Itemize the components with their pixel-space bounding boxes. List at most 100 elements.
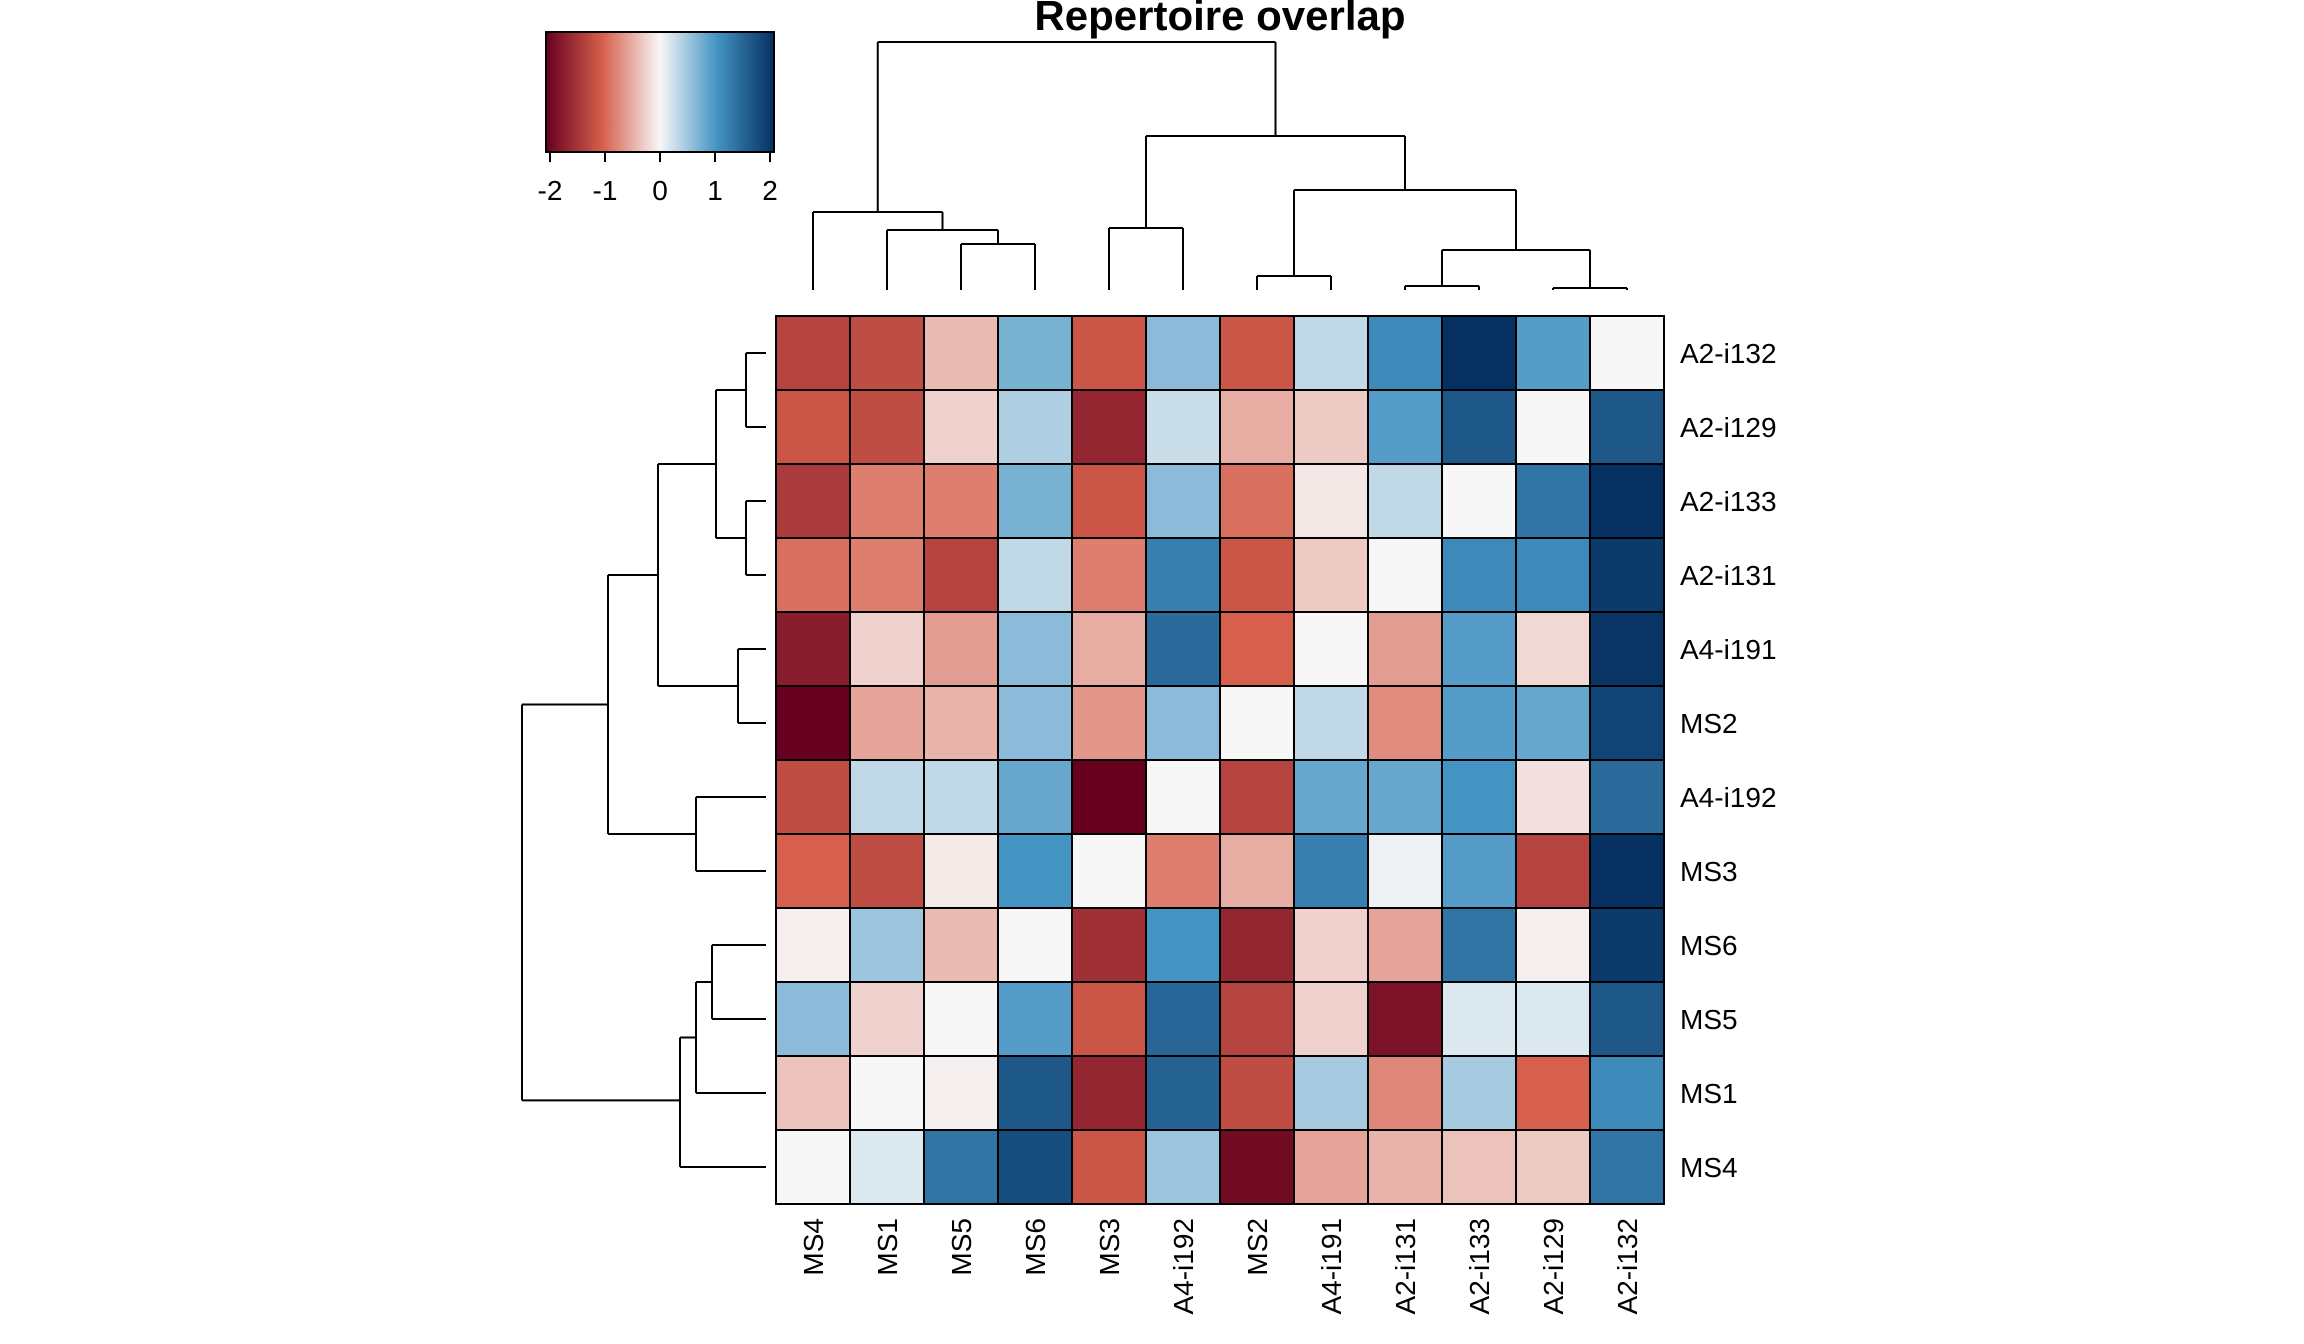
heatmap-cell <box>997 833 1073 909</box>
heatmap-cell <box>923 833 999 909</box>
row-label: MS3 <box>1680 856 1738 887</box>
heatmap-cell <box>1071 759 1147 835</box>
heatmap-cell <box>1293 389 1369 465</box>
heatmap-cell <box>997 981 1073 1057</box>
heatmap-cell <box>1441 685 1517 761</box>
heatmap-cell <box>1219 1055 1295 1131</box>
heatmap-cell <box>1071 315 1147 391</box>
heatmap-cell <box>997 537 1073 613</box>
heatmap-cell <box>923 389 999 465</box>
heatmap-cell <box>1441 759 1517 835</box>
heatmap-cell <box>1145 537 1221 613</box>
heatmap-cell <box>1219 685 1295 761</box>
row-label: A4-i192 <box>1680 782 1777 813</box>
colorbar-tick-label: 0 <box>652 175 668 206</box>
colorbar-tick-label: 2 <box>762 175 778 206</box>
colorbar-tick-label: -2 <box>538 175 563 206</box>
column-label: MS6 <box>1020 1218 1051 1276</box>
heatmap-cell <box>1441 315 1517 391</box>
heatmap-cell <box>1293 537 1369 613</box>
heatmap-cell <box>1441 907 1517 983</box>
heatmap-cell <box>1441 981 1517 1057</box>
heatmap-cell <box>1293 1129 1369 1205</box>
heatmap-cell <box>1293 1055 1369 1131</box>
heatmap-cell <box>1441 537 1517 613</box>
heatmap-cell <box>1145 1055 1221 1131</box>
heatmap-cell <box>1367 463 1443 539</box>
heatmap-cell <box>997 759 1073 835</box>
heatmap-cell <box>1219 981 1295 1057</box>
heatmap-cell <box>849 1055 925 1131</box>
heatmap-cell <box>923 981 999 1057</box>
heatmap-cell <box>1071 1055 1147 1131</box>
heatmap-cell <box>849 759 925 835</box>
heatmap-cell <box>1219 833 1295 909</box>
row-label: MS1 <box>1680 1078 1738 1109</box>
heatmap-cell <box>1293 833 1369 909</box>
heatmap-cell <box>775 315 851 391</box>
heatmap-cell <box>1293 759 1369 835</box>
heatmap-cell <box>923 463 999 539</box>
column-label: MS5 <box>946 1218 977 1276</box>
row-label: MS2 <box>1680 708 1738 739</box>
heatmap-cell <box>923 537 999 613</box>
heatmap-cell <box>1145 685 1221 761</box>
heatmap-cell <box>1367 537 1443 613</box>
heatmap-cell <box>1589 907 1665 983</box>
heatmap-cell <box>1145 833 1221 909</box>
heatmap-cell <box>1515 907 1591 983</box>
heatmap-cell <box>1071 537 1147 613</box>
heatmap-cell <box>1145 389 1221 465</box>
row-label: A4-i191 <box>1680 634 1777 665</box>
heatmap-cell <box>1145 907 1221 983</box>
heatmap-cell <box>1367 1129 1443 1205</box>
column-label: MS3 <box>1094 1218 1125 1276</box>
heatmap-cell <box>923 1055 999 1131</box>
heatmap-cell <box>1589 315 1665 391</box>
heatmap-cell <box>1071 611 1147 687</box>
heatmap-cell <box>775 389 851 465</box>
heatmap-cell <box>775 611 851 687</box>
heatmap-cell <box>1367 611 1443 687</box>
column-label: A2-i133 <box>1464 1218 1495 1315</box>
heatmap-cell <box>849 907 925 983</box>
heatmap-cell <box>849 1129 925 1205</box>
heatmap-cell <box>923 315 999 391</box>
column-label: A2-i129 <box>1538 1218 1569 1315</box>
heatmap-cell <box>1515 981 1591 1057</box>
heatmap-cell <box>1367 315 1443 391</box>
row-labels: A2-i132 A2-i129 A2-i133 A2-i131 A4-i191 MS2 A4… <box>1680 338 1777 1183</box>
heatmap-cell <box>849 537 925 613</box>
column-label: A2-i132 <box>1612 1218 1643 1315</box>
heatmap-cell <box>849 833 925 909</box>
row-label: A2-i129 <box>1680 412 1777 443</box>
heatmap-cell <box>1293 685 1369 761</box>
heatmap-cell <box>1589 1129 1665 1205</box>
heatmap-cell <box>1441 463 1517 539</box>
heatmap-cell <box>1441 1055 1517 1131</box>
heatmap-cell <box>1367 981 1443 1057</box>
heatmap-cell <box>849 315 925 391</box>
heatmap-cell <box>775 1055 851 1131</box>
colorbar-gradient <box>545 31 775 153</box>
heatmap-cell <box>1589 981 1665 1057</box>
heatmap-cell <box>997 907 1073 983</box>
heatmap-cell <box>1219 463 1295 539</box>
heatmap-cell <box>849 685 925 761</box>
heatmap-cell <box>997 315 1073 391</box>
row-label: MS4 <box>1680 1152 1738 1183</box>
heatmap-cell <box>775 685 851 761</box>
heatmap-cell <box>1071 907 1147 983</box>
heatmap-cell <box>997 685 1073 761</box>
heatmap-cell <box>1367 389 1443 465</box>
heatmap-cell <box>849 981 925 1057</box>
heatmap-cell <box>1589 463 1665 539</box>
heatmap-cell <box>1367 1055 1443 1131</box>
heatmap-cell <box>1071 981 1147 1057</box>
heatmap-cell <box>1515 315 1591 391</box>
heatmap-cell <box>1219 759 1295 835</box>
heatmap-cell <box>1145 463 1221 539</box>
colorbar-tick-label: 1 <box>707 175 723 206</box>
heatmap-cell <box>775 907 851 983</box>
heatmap-cell <box>997 611 1073 687</box>
